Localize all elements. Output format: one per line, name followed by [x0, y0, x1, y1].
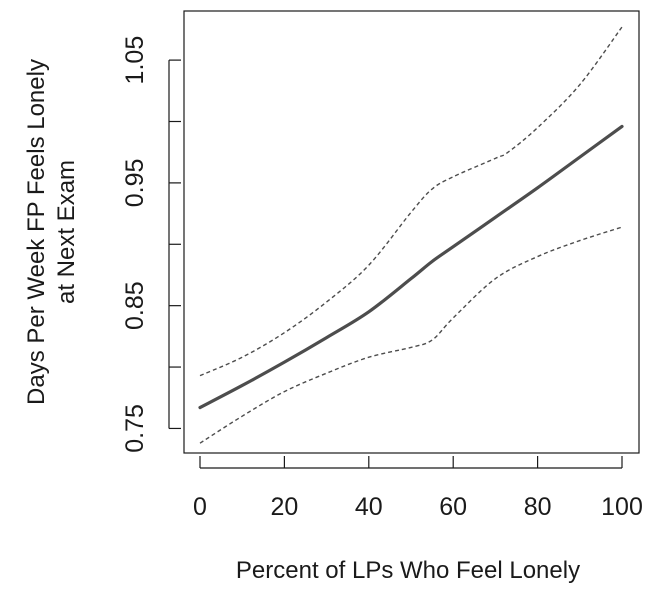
- y-tick-label: 0.75: [121, 404, 149, 453]
- x-tick-label: 40: [355, 493, 383, 521]
- estimate-line: [198, 124, 624, 410]
- lower-bound-line: [199, 226, 623, 444]
- plot-frame: [183, 10, 640, 454]
- y-axis: 0.75 0.85 0.95 1.05: [121, 36, 181, 453]
- x-tick-label: 60: [439, 493, 467, 521]
- y-tick-label: 1.05: [121, 36, 149, 85]
- x-axis: 0 20 40 60 80 100: [193, 456, 643, 521]
- y-tick-label: 0.85: [121, 281, 149, 330]
- series-layer: [198, 26, 624, 444]
- y-axis-title-line-2: at Next Exam: [53, 160, 80, 304]
- x-tick-label: 0: [193, 493, 207, 521]
- x-tick-label: 20: [270, 493, 298, 521]
- upper-bound-line: [199, 26, 623, 377]
- y-axis-title-line-1: Days Per Week FP Feels Lonely: [23, 59, 50, 405]
- y-tick-label: 0.95: [121, 159, 149, 208]
- x-axis-title: Percent of LPs Who Feel Lonely: [236, 557, 580, 584]
- x-tick-label: 100: [601, 493, 643, 521]
- x-tick-label: 80: [524, 493, 552, 521]
